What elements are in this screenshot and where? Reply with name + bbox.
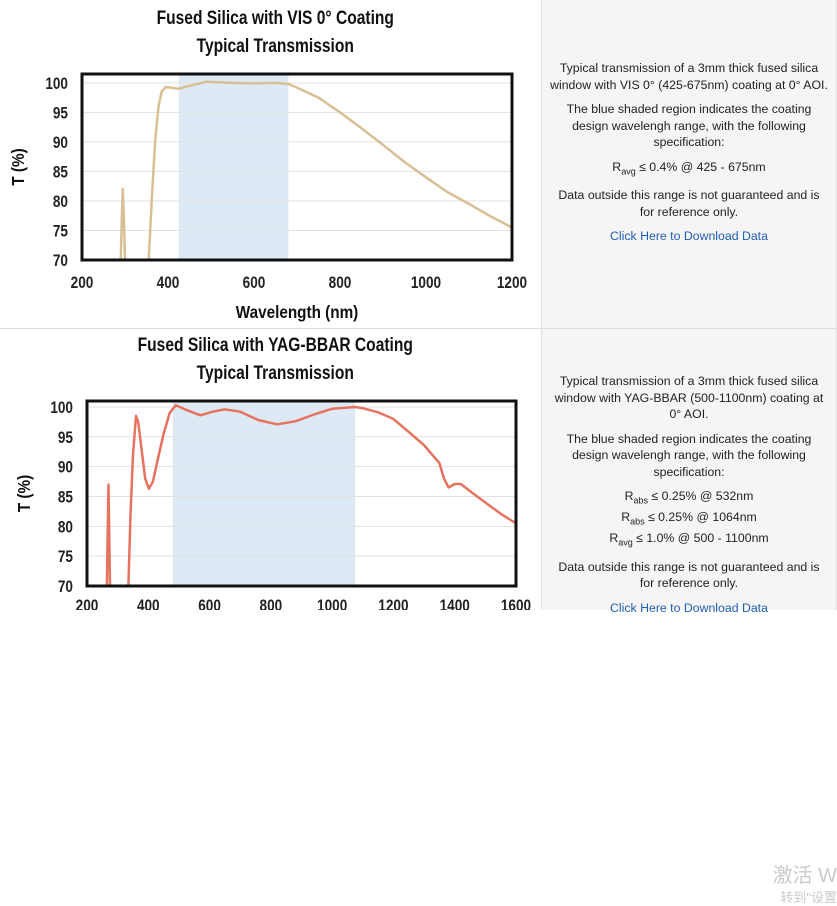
x-tick-label: 200 [76, 597, 99, 610]
disclaimer: Data outside this range is not guarantee… [558, 188, 820, 219]
x-tick-label: 1400 [440, 597, 470, 610]
y-tick-label: 100 [50, 399, 73, 418]
chart-panel-yag: Fused Silica with YAG-BBAR Coating Typic… [0, 329, 541, 610]
shading-note: The blue shaded region indicates the coa… [566, 102, 812, 149]
product-row-yag: Fused Silica with YAG-BBAR Coating Typic… [0, 329, 837, 905]
y-tick-label: 90 [53, 134, 68, 153]
spec-item: Ravg ≤ 1.0% @ 500 - 1100nm [550, 530, 828, 551]
x-tick-label: 800 [260, 597, 283, 610]
watermark-line2: 转到"设置 [780, 890, 837, 905]
x-tick-label: 200 [71, 274, 94, 293]
chart-title: Fused Silica with VIS 0° Coating Typical… [53, 5, 497, 61]
y-tick-label: 85 [58, 488, 74, 507]
coating-range-shade [172, 401, 356, 586]
y-tick-label: 100 [45, 75, 68, 94]
chart-title: Fused Silica with YAG-BBAR Coating Typic… [53, 332, 497, 388]
transmission-curve [105, 483, 112, 586]
x-tick-label: 1600 [501, 597, 531, 610]
spec-text: R [612, 159, 622, 174]
description: Typical transmission of a 3mm thick fuse… [554, 374, 824, 421]
y-axis-label: T (%) [8, 148, 28, 185]
y-tick-label: 95 [53, 104, 69, 123]
disclaimer: Data outside this range is not guarantee… [558, 559, 820, 591]
info-panel-vis: Typical transmission of a 3mm thick fuse… [541, 0, 837, 328]
transmission-curve [119, 187, 127, 260]
spec-text: ≤ 0.25% @ 532nm [648, 489, 754, 503]
info-panel-yag: Typical transmission of a 3mm thick fuse… [541, 329, 837, 615]
download-data-link[interactable]: Click Here to Download Data [610, 229, 768, 244]
spec-list: Ravg ≤ 0.4% @ 425 - 675nm [550, 159, 828, 180]
description: Typical transmission of a 3mm thick fuse… [550, 61, 828, 92]
spec-text: avg [618, 537, 633, 548]
y-tick-label: 80 [53, 193, 68, 212]
chart-title-line1: Fused Silica with VIS 0° Coating [156, 8, 394, 29]
download-data-link[interactable]: Click Here to Download Data [610, 600, 768, 615]
spec-text: ≤ 0.25% @ 1064nm [644, 509, 757, 524]
chart-title-line2: Typical Transmission [196, 363, 354, 384]
y-tick-label: 80 [58, 518, 73, 537]
spec-text: avg [621, 165, 636, 176]
transmission-curve [127, 403, 516, 586]
x-tick-label: 600 [243, 274, 266, 293]
x-tick-label: 1000 [317, 597, 347, 610]
spec-list: Rabs ≤ 0.25% @ 532nm Rabs ≤ 0.25% @ 1064n… [550, 488, 828, 551]
spec-text: ≤ 0.4% @ 425 - 675nm [635, 159, 766, 174]
y-tick-label: 90 [58, 458, 73, 477]
spec-item: Ravg ≤ 0.4% @ 425 - 675nm [550, 159, 828, 180]
y-tick-label: 75 [58, 548, 74, 567]
y-tick-label: 95 [58, 428, 74, 447]
x-tick-label: 800 [329, 274, 352, 293]
spec-item: Rabs ≤ 0.25% @ 532nm [550, 488, 828, 509]
spec-text: abs [633, 495, 649, 506]
spec-item: Rabs ≤ 0.25% @ 1064nm [550, 509, 828, 530]
spec-text: abs [630, 516, 645, 527]
spec-text: ≤ 1.0% @ 500 - 1100nm [632, 530, 769, 545]
transmission-chart-vis: 70 75 80 85 90 95 100 200 400 600 800 1000 1200 T (%)… [8, 72, 527, 322]
y-tick-label: 70 [58, 578, 73, 597]
y-tick-label: 75 [53, 222, 69, 241]
y-axis-label: T (%) [14, 475, 34, 512]
chart-title-line1: Fused Silica with YAG-BBAR Coating [137, 335, 413, 356]
x-tick-label: 1200 [497, 274, 527, 293]
plot-frame [85, 399, 518, 588]
spec-text: R [624, 489, 634, 503]
x-axis-label: Wavelength (nm) [236, 302, 359, 322]
chart-title-line2: Typical Transmission [196, 36, 354, 57]
x-tick-label: 400 [137, 597, 160, 610]
transmission-curve [147, 80, 512, 260]
x-tick-label: 1200 [378, 597, 408, 610]
x-tick-label: 1000 [411, 274, 441, 293]
spec-text: R [609, 530, 619, 545]
transmission-chart-yag: 70 75 80 85 90 95 100 200 400 600 800 1000 1200 1400 1… [14, 399, 531, 610]
coating-range-shade [178, 74, 289, 260]
product-row-vis: Fused Silica with VIS 0° Coating Typical… [0, 0, 837, 329]
y-tick-label: 70 [53, 252, 68, 271]
x-tick-label: 400 [157, 274, 180, 293]
chart-panel-vis: Fused Silica with VIS 0° Coating Typical… [0, 0, 541, 328]
x-tick-label: 600 [198, 597, 221, 610]
watermark-line1: 激活 W [772, 865, 837, 887]
plot-frame [80, 72, 514, 262]
shading-note: The blue shaded region indicates the coa… [566, 431, 812, 479]
spec-text: R [621, 509, 631, 524]
y-tick-label: 85 [53, 163, 69, 182]
